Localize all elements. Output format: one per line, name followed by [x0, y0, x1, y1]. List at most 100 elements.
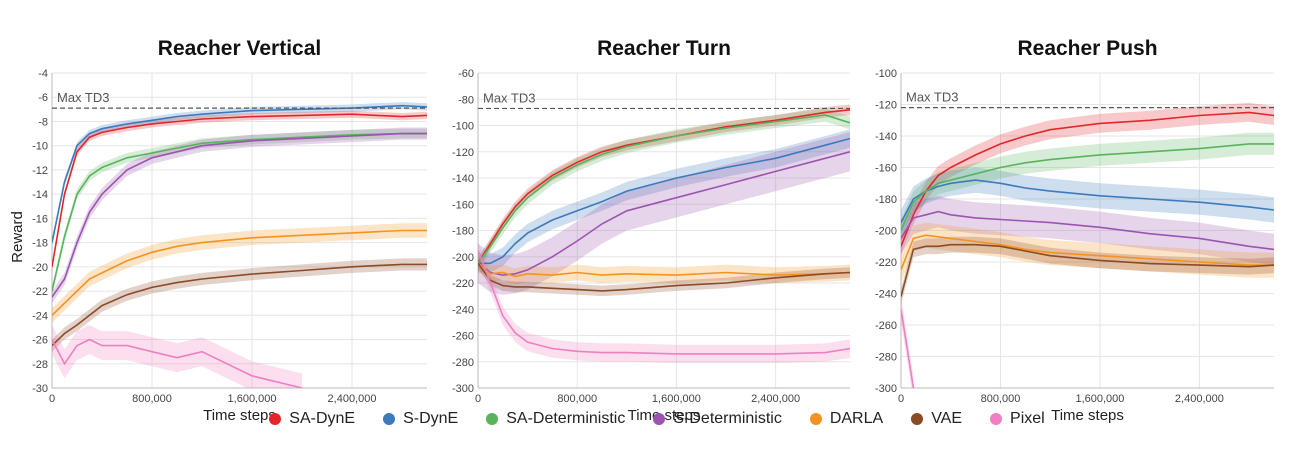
y-tick-label: -300 [875, 383, 897, 395]
x-tick-label: 0 [49, 393, 55, 405]
chart-title: Reacher Turn [597, 37, 731, 60]
x-tick-label: 0 [475, 393, 481, 405]
legend-swatch [990, 413, 1003, 425]
y-tick-label: -18 [32, 238, 48, 250]
y-tick-label: -220 [452, 278, 474, 290]
max-td3-label: Max TD3 [483, 90, 536, 105]
legend-item: S-Deterministic [653, 410, 782, 428]
series-line-sa-dyne [478, 109, 850, 264]
series-band-sa-dyne [901, 102, 1274, 256]
y-tick-label: -260 [875, 320, 897, 332]
legend-label: SA-Deterministic [506, 410, 626, 427]
y-tick-label: -16 [32, 213, 48, 225]
series-line-vae [901, 243, 1274, 297]
x-tick-label: 2,400,000 [328, 393, 377, 405]
x-tick-label: 2,400,000 [751, 393, 800, 405]
series-band-darla [901, 222, 1274, 283]
legend-label: Pixel [1010, 410, 1045, 427]
y-tick-label: -200 [452, 252, 474, 264]
series-band-sa-deterministic [478, 108, 850, 270]
legend-item: SA-DynE [269, 410, 355, 428]
series-line-darla [52, 229, 427, 316]
y-tick-label: -8 [38, 116, 48, 128]
series-line-sa-deterministic [478, 114, 850, 264]
legend-label: SA-DynE [289, 410, 356, 427]
series-line-darla [478, 262, 850, 278]
y-tick-label: -260 [452, 331, 474, 343]
legend-item: SA-Deterministic [486, 410, 625, 428]
x-tick-label: 0 [898, 393, 904, 405]
y-tick-label: -140 [875, 131, 897, 143]
series-group [52, 102, 427, 388]
series-line-darla [901, 234, 1274, 271]
series-group [478, 104, 850, 364]
legend: SA-DynE S-DynE SA-Deterministic S-Determini… [0, 405, 1314, 433]
y-tick-label: -24 [32, 310, 48, 322]
series-line-sa-dyne [901, 111, 1274, 247]
y-tick-label: -20 [32, 262, 48, 274]
y-tick-label: -4 [38, 68, 48, 80]
y-tick-label: -240 [452, 304, 474, 316]
chart-panel-2: Reacher Turn -300 -280 -260 -240 -220 -200 -180… [452, 37, 850, 424]
series-band-pixel [478, 241, 850, 364]
y-tick-label: -100 [452, 121, 474, 133]
y-tick-label: -160 [452, 199, 474, 211]
legend-item: VAE [911, 410, 962, 428]
series-line-sa-deterministic [901, 143, 1274, 231]
y-tick-label: -200 [875, 226, 897, 238]
legend-swatch [911, 413, 924, 425]
legend-swatch [486, 413, 499, 425]
y-tick-label: -60 [458, 68, 474, 80]
series-band-sa-dyne [478, 104, 850, 269]
series-line-s-deterministic [478, 151, 850, 276]
series-band-darla [478, 255, 850, 285]
y-tick-label: -120 [875, 100, 897, 112]
series-band-s-dyne [478, 129, 850, 273]
x-tick-label: 1,600,000 [652, 393, 701, 405]
y-tick-label: -220 [875, 257, 897, 269]
legend-label: DARLA [829, 410, 884, 427]
y-tick-label: -180 [875, 194, 897, 206]
legend-item: S-DynE [383, 410, 458, 428]
series-band-vae [52, 258, 427, 352]
x-tick-label: 1,600,000 [228, 393, 277, 405]
series-line-sa-dyne [52, 113, 427, 267]
series-band-s-dyne [52, 102, 427, 247]
legend-item: Pixel [990, 410, 1045, 428]
legend-label: VAE [931, 410, 963, 427]
legend-swatch [383, 413, 396, 425]
x-tick-label: 800,000 [557, 393, 597, 405]
y-tick-label: -22 [32, 286, 48, 298]
max-td3-label: Max TD3 [906, 90, 959, 105]
y-tick-label: -300 [452, 383, 474, 395]
series-line-sa-deterministic [52, 132, 427, 292]
series-line-pixel [52, 338, 303, 388]
x-axis-label: Time steps [1051, 407, 1124, 424]
series-line-pixel [901, 309, 915, 388]
y-tick-label: -10 [32, 141, 48, 153]
y-axis-label: Reward [9, 211, 26, 263]
y-tick-label: -80 [458, 94, 474, 106]
y-tick-label: -30 [32, 383, 48, 395]
series-line-pixel [478, 249, 850, 355]
y-tick-label: -26 [32, 335, 48, 347]
x-tick-label: 800,000 [981, 393, 1021, 405]
legend-label: S-DynE [403, 410, 459, 427]
y-tick-label: -160 [875, 163, 897, 175]
max-td3-label: Max TD3 [57, 90, 110, 105]
series-band-vae [478, 258, 850, 297]
y-tick-label: -280 [875, 352, 897, 364]
y-tick-label: -140 [452, 173, 474, 185]
y-tick-label: -12 [32, 165, 48, 177]
y-tick-label: -14 [32, 189, 48, 201]
series-line-s-deterministic [901, 210, 1274, 251]
x-tick-label: 1,600,000 [1075, 393, 1124, 405]
series-band-pixel [52, 325, 302, 388]
x-axis-label: Time steps [203, 407, 276, 424]
y-tick-label: -280 [452, 357, 474, 369]
y-tick-label: -240 [875, 289, 897, 301]
series-line-vae [478, 262, 850, 292]
legend-swatch [269, 413, 282, 425]
series-group [901, 102, 1274, 388]
